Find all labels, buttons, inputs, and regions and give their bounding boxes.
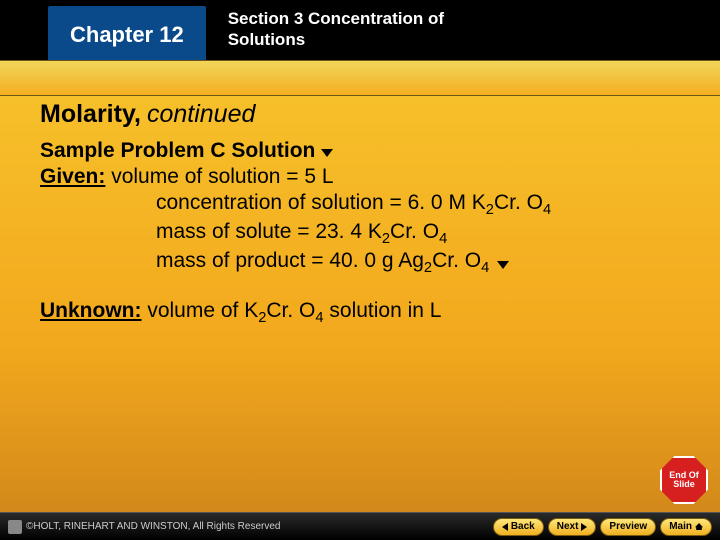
header-bar: Chapter 12 Section 3 Concentration of So… xyxy=(0,0,720,65)
footer-bar: ©HOLT, RINEHART AND WINSTON, All Rights … xyxy=(0,512,720,540)
dropdown-icon xyxy=(497,261,509,269)
given-value-1: volume of solution = 5 L xyxy=(105,165,333,188)
main-button[interactable]: Main xyxy=(660,518,712,536)
given-value-2: concentration of solution = 6. 0 M K xyxy=(156,191,486,214)
given-value-4: mass of product = 40. 0 g Ag xyxy=(156,249,424,272)
copyright-text: ©HOLT, RINEHART AND WINSTON, All Rights … xyxy=(26,521,280,532)
section-label: Section 3 Concentration of Solutions xyxy=(228,8,508,51)
given-line-1: Given: volume of solution = 5 L xyxy=(40,165,680,189)
chapter-box: Chapter 12 xyxy=(48,6,206,66)
unknown-pre: volume of K xyxy=(141,299,258,322)
subtitle-row: Sample Problem C Solution xyxy=(40,139,333,163)
unknown-post: solution in L xyxy=(324,299,442,322)
unknown-label: Unknown: xyxy=(40,299,141,322)
home-icon xyxy=(695,523,703,530)
stop-text: End Of Slide xyxy=(662,471,706,490)
back-button[interactable]: Back xyxy=(493,518,544,536)
copyright: ©HOLT, RINEHART AND WINSTON, All Rights … xyxy=(8,520,280,534)
dropdown-icon xyxy=(321,149,333,157)
slide-title: Molarity, continued xyxy=(40,100,680,129)
given-line-3: mass of solute = 23. 4 K2Cr. O4 xyxy=(40,220,680,247)
given-line-2: concentration of solution = 6. 0 M K2Cr.… xyxy=(40,191,680,218)
holt-logo-icon xyxy=(8,520,22,534)
given-line-4: mass of product = 40. 0 g Ag2Cr. O4 xyxy=(40,249,680,276)
nav-buttons: Back Next Preview Main xyxy=(493,518,712,536)
unknown-line: Unknown: volume of K2Cr. O4 solution in … xyxy=(40,299,680,326)
title-continued: continued xyxy=(147,100,255,129)
end-of-slide-icon: End Of Slide xyxy=(660,456,708,504)
title-main: Molarity, xyxy=(40,100,141,129)
subtitle-text: Sample Problem C Solution xyxy=(40,139,315,163)
gold-band xyxy=(0,60,720,96)
arrow-left-icon xyxy=(502,523,508,531)
given-label: Given: xyxy=(40,165,105,188)
content-area: Molarity, continued Sample Problem C Sol… xyxy=(0,96,720,512)
arrow-right-icon xyxy=(581,523,587,531)
given-value-3: mass of solute = 23. 4 K xyxy=(156,220,382,243)
next-button[interactable]: Next xyxy=(548,518,597,536)
preview-button[interactable]: Preview xyxy=(600,518,656,536)
